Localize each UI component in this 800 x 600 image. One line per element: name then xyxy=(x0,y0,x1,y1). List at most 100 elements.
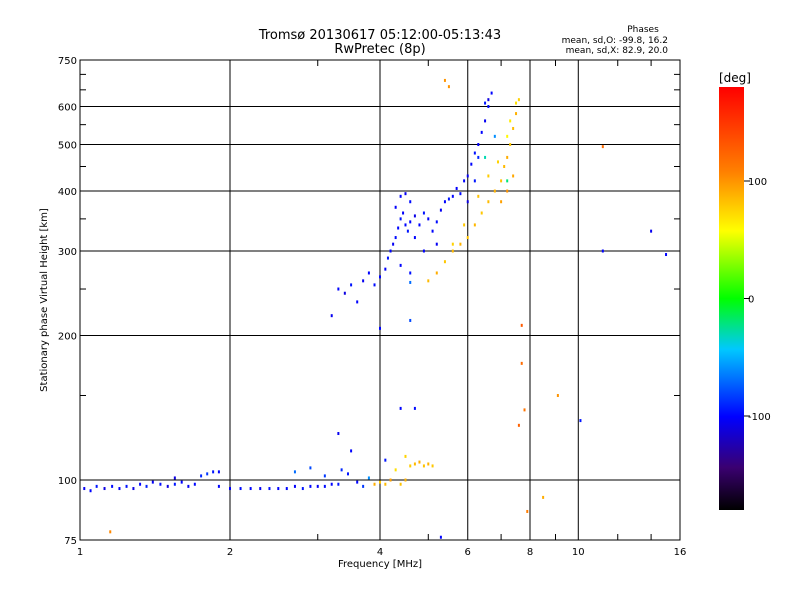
data-point-x xyxy=(515,112,518,116)
data-point-o xyxy=(399,263,402,267)
data-point-extra xyxy=(579,419,582,423)
y-tick-label: 600 xyxy=(58,103,77,114)
data-point-o xyxy=(443,200,446,204)
data-point-o xyxy=(323,484,326,488)
data-point-o xyxy=(343,291,346,295)
data-point-x xyxy=(517,423,520,427)
data-point-o xyxy=(151,480,154,484)
data-point-o xyxy=(111,484,114,488)
data-point-x xyxy=(506,189,509,193)
data-point-x xyxy=(523,408,526,412)
data-point-o xyxy=(285,487,288,491)
data-point-o xyxy=(384,458,387,462)
data-point-x xyxy=(496,160,499,164)
data-point-o xyxy=(277,487,280,491)
phase-legend-line1: mean, sd,O: -99.8, 16.2 xyxy=(562,36,668,46)
data-point-o xyxy=(422,211,425,215)
data-point-o xyxy=(206,472,209,476)
data-point-o xyxy=(132,487,135,491)
data-point-o xyxy=(217,470,220,474)
data-point-o xyxy=(406,229,409,233)
y-axis-ticks: 75 100 200 300 400 500 600 750 xyxy=(58,56,680,547)
chart-title: Tromsø 20130617 05:12:00-05:13:43 xyxy=(258,28,501,43)
data-point-o xyxy=(409,318,412,322)
data-point-x xyxy=(480,211,483,215)
colorbar-tick-label: 0 xyxy=(748,295,754,306)
grid-lines xyxy=(80,60,680,540)
data-point-x xyxy=(500,179,503,183)
data-point-x xyxy=(601,145,604,149)
chart-subtitle: RwPretec (8p) xyxy=(334,42,425,57)
data-point-x xyxy=(404,478,407,482)
y-tick-label: 500 xyxy=(58,141,77,152)
data-point-extra xyxy=(493,134,496,138)
data-point-o xyxy=(477,155,480,159)
data-point-o xyxy=(480,130,483,134)
data-point-x xyxy=(443,260,446,264)
data-point-o xyxy=(337,287,340,291)
data-point-extra xyxy=(409,280,412,284)
data-point-o xyxy=(394,205,397,209)
data-point-o xyxy=(490,91,493,95)
data-points xyxy=(83,78,668,539)
data-point-o xyxy=(337,432,340,436)
data-point-x xyxy=(418,460,421,464)
data-point-extra xyxy=(601,249,604,253)
data-point-x xyxy=(384,482,387,486)
x-tick-label: 16 xyxy=(674,547,687,558)
data-point-o xyxy=(435,242,438,246)
data-point-o xyxy=(484,119,487,123)
data-point-o xyxy=(212,470,215,474)
data-point-o xyxy=(180,480,183,484)
colorbar-label: [deg] xyxy=(719,71,751,85)
data-point-o xyxy=(125,484,128,488)
data-point-x xyxy=(500,200,503,204)
data-point-x xyxy=(413,462,416,466)
data-point-o xyxy=(350,449,353,453)
data-point-o xyxy=(399,217,402,221)
data-point-o xyxy=(301,487,304,491)
data-point-o xyxy=(409,220,412,224)
data-point-o xyxy=(379,326,381,330)
data-point-x xyxy=(509,143,512,147)
data-point-o xyxy=(427,217,430,221)
data-point-o xyxy=(404,223,407,227)
data-point-o xyxy=(200,474,203,478)
data-point-x xyxy=(409,464,412,468)
x-axis-ticks: 1 2 4 6 8 10 16 xyxy=(77,60,687,558)
data-point-o xyxy=(392,242,395,246)
data-point-o xyxy=(346,472,349,476)
data-point-o xyxy=(373,283,376,287)
data-point-x xyxy=(515,101,518,105)
data-point-x xyxy=(520,323,523,327)
data-point-o xyxy=(404,192,407,196)
data-point-o xyxy=(316,484,319,488)
data-point-o xyxy=(89,489,92,493)
data-point-x xyxy=(487,174,490,178)
data-point-o xyxy=(473,179,476,183)
data-point-x xyxy=(435,271,438,275)
data-point-o xyxy=(259,487,262,491)
data-point-x xyxy=(399,482,402,486)
data-point-o xyxy=(447,197,450,201)
data-point-x xyxy=(451,242,454,246)
y-axis-label: Stationary phase Virtual Height [km] xyxy=(39,208,50,392)
data-point-o xyxy=(309,484,312,488)
data-point-o xyxy=(487,105,490,109)
x-axis-label: Frequency [MHz] xyxy=(338,559,422,570)
data-point-o xyxy=(367,476,370,480)
data-point-o xyxy=(239,487,242,491)
data-point-o xyxy=(229,487,231,491)
data-point-o xyxy=(399,194,402,198)
colorbar-ticks: 100 0 -100 xyxy=(744,177,771,423)
data-point-o xyxy=(367,271,370,275)
data-point-x xyxy=(109,530,112,534)
y-tick-label: 75 xyxy=(64,536,77,547)
data-point-o xyxy=(389,249,392,253)
x-tick-label: 2 xyxy=(227,547,233,558)
phase-legend-line2: mean, sd,X: 82.9, 20.0 xyxy=(566,46,669,56)
data-point-x xyxy=(422,464,425,468)
data-point-o xyxy=(166,484,169,488)
data-point-o xyxy=(431,229,434,233)
data-point-o xyxy=(356,480,359,484)
